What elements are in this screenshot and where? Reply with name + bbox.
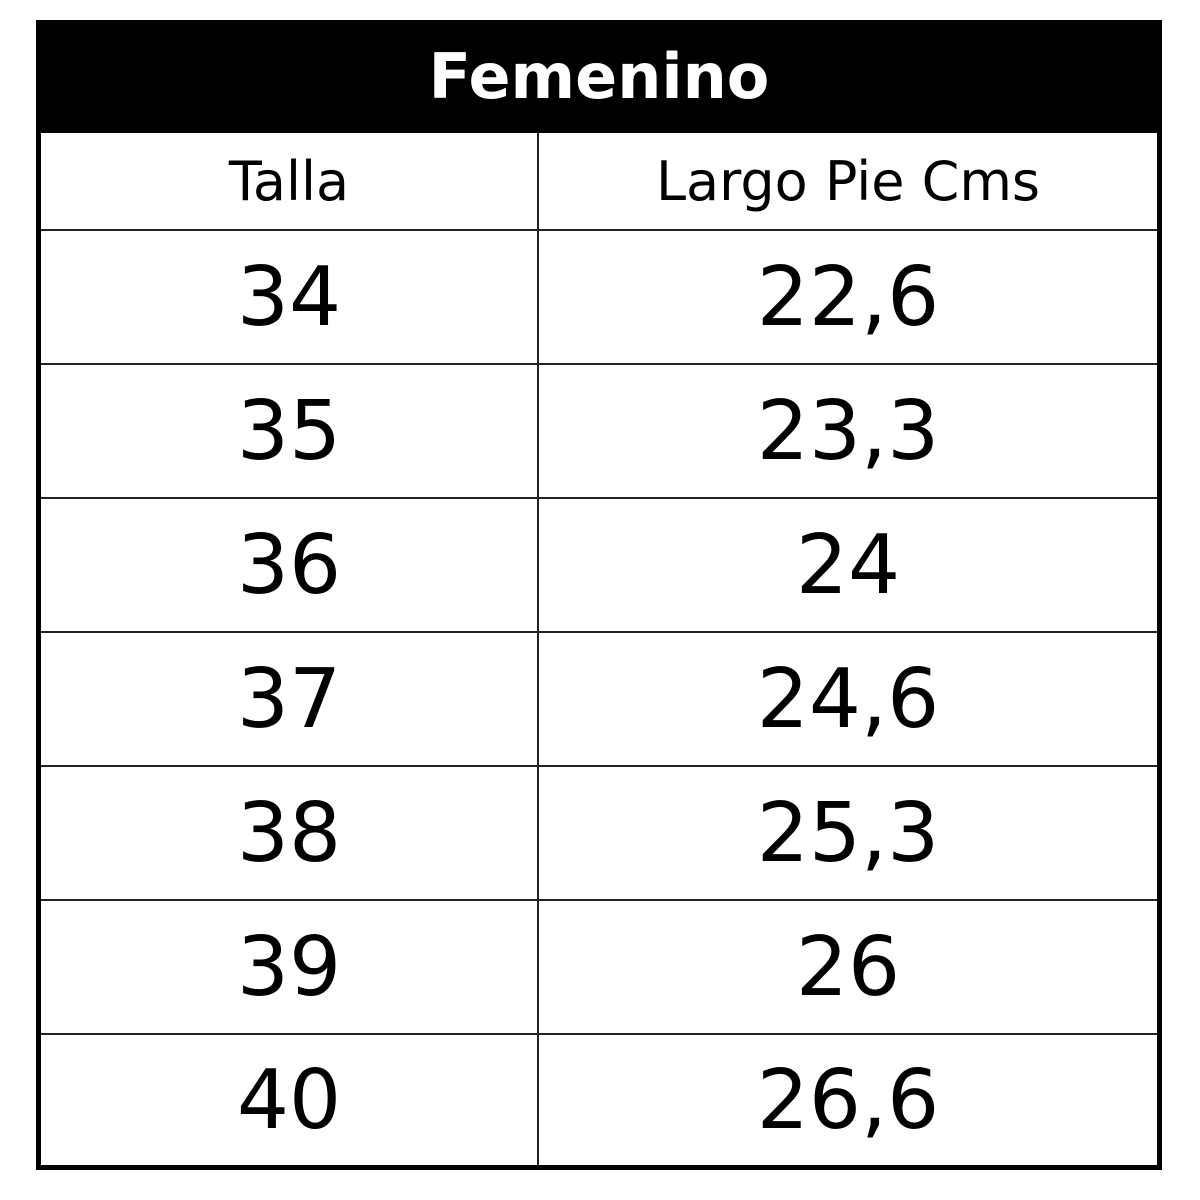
header-talla: Talla: [41, 133, 539, 229]
table-title: Femenino: [41, 20, 1157, 133]
cell-largo-pie: 24: [795, 517, 901, 613]
cell-largo-pie: 25,3: [756, 785, 940, 881]
table-row: 39 26: [41, 899, 1157, 1033]
cell-talla: 39: [41, 901, 539, 1033]
header-largo-pie: Largo Pie Cms: [655, 149, 1041, 213]
cell-talla: 38: [41, 767, 539, 899]
cell-talla: 37: [41, 633, 539, 765]
table-row: 37 24,6: [41, 631, 1157, 765]
size-table: Femenino Talla Largo Pie Cms 34 22,6 35 23,…: [36, 20, 1162, 1170]
cell-largo-pie: 26,6: [756, 1052, 940, 1148]
cell-largo-pie: 24,6: [756, 651, 940, 747]
table-row: 40 26,6: [41, 1033, 1157, 1165]
header-row: Talla Largo Pie Cms: [41, 133, 1157, 229]
table-row: 36 24: [41, 497, 1157, 631]
cell-talla: 35: [41, 365, 539, 497]
cell-largo-pie: 23,3: [756, 383, 940, 479]
cell-largo-pie: 22,6: [756, 249, 940, 345]
table-row: 38 25,3: [41, 765, 1157, 899]
table-row: 34 22,6: [41, 229, 1157, 363]
cell-largo-pie: 26: [795, 919, 901, 1015]
cell-talla: 40: [41, 1035, 539, 1165]
table-row: 35 23,3: [41, 363, 1157, 497]
cell-talla: 36: [41, 499, 539, 631]
cell-talla: 34: [41, 231, 539, 363]
